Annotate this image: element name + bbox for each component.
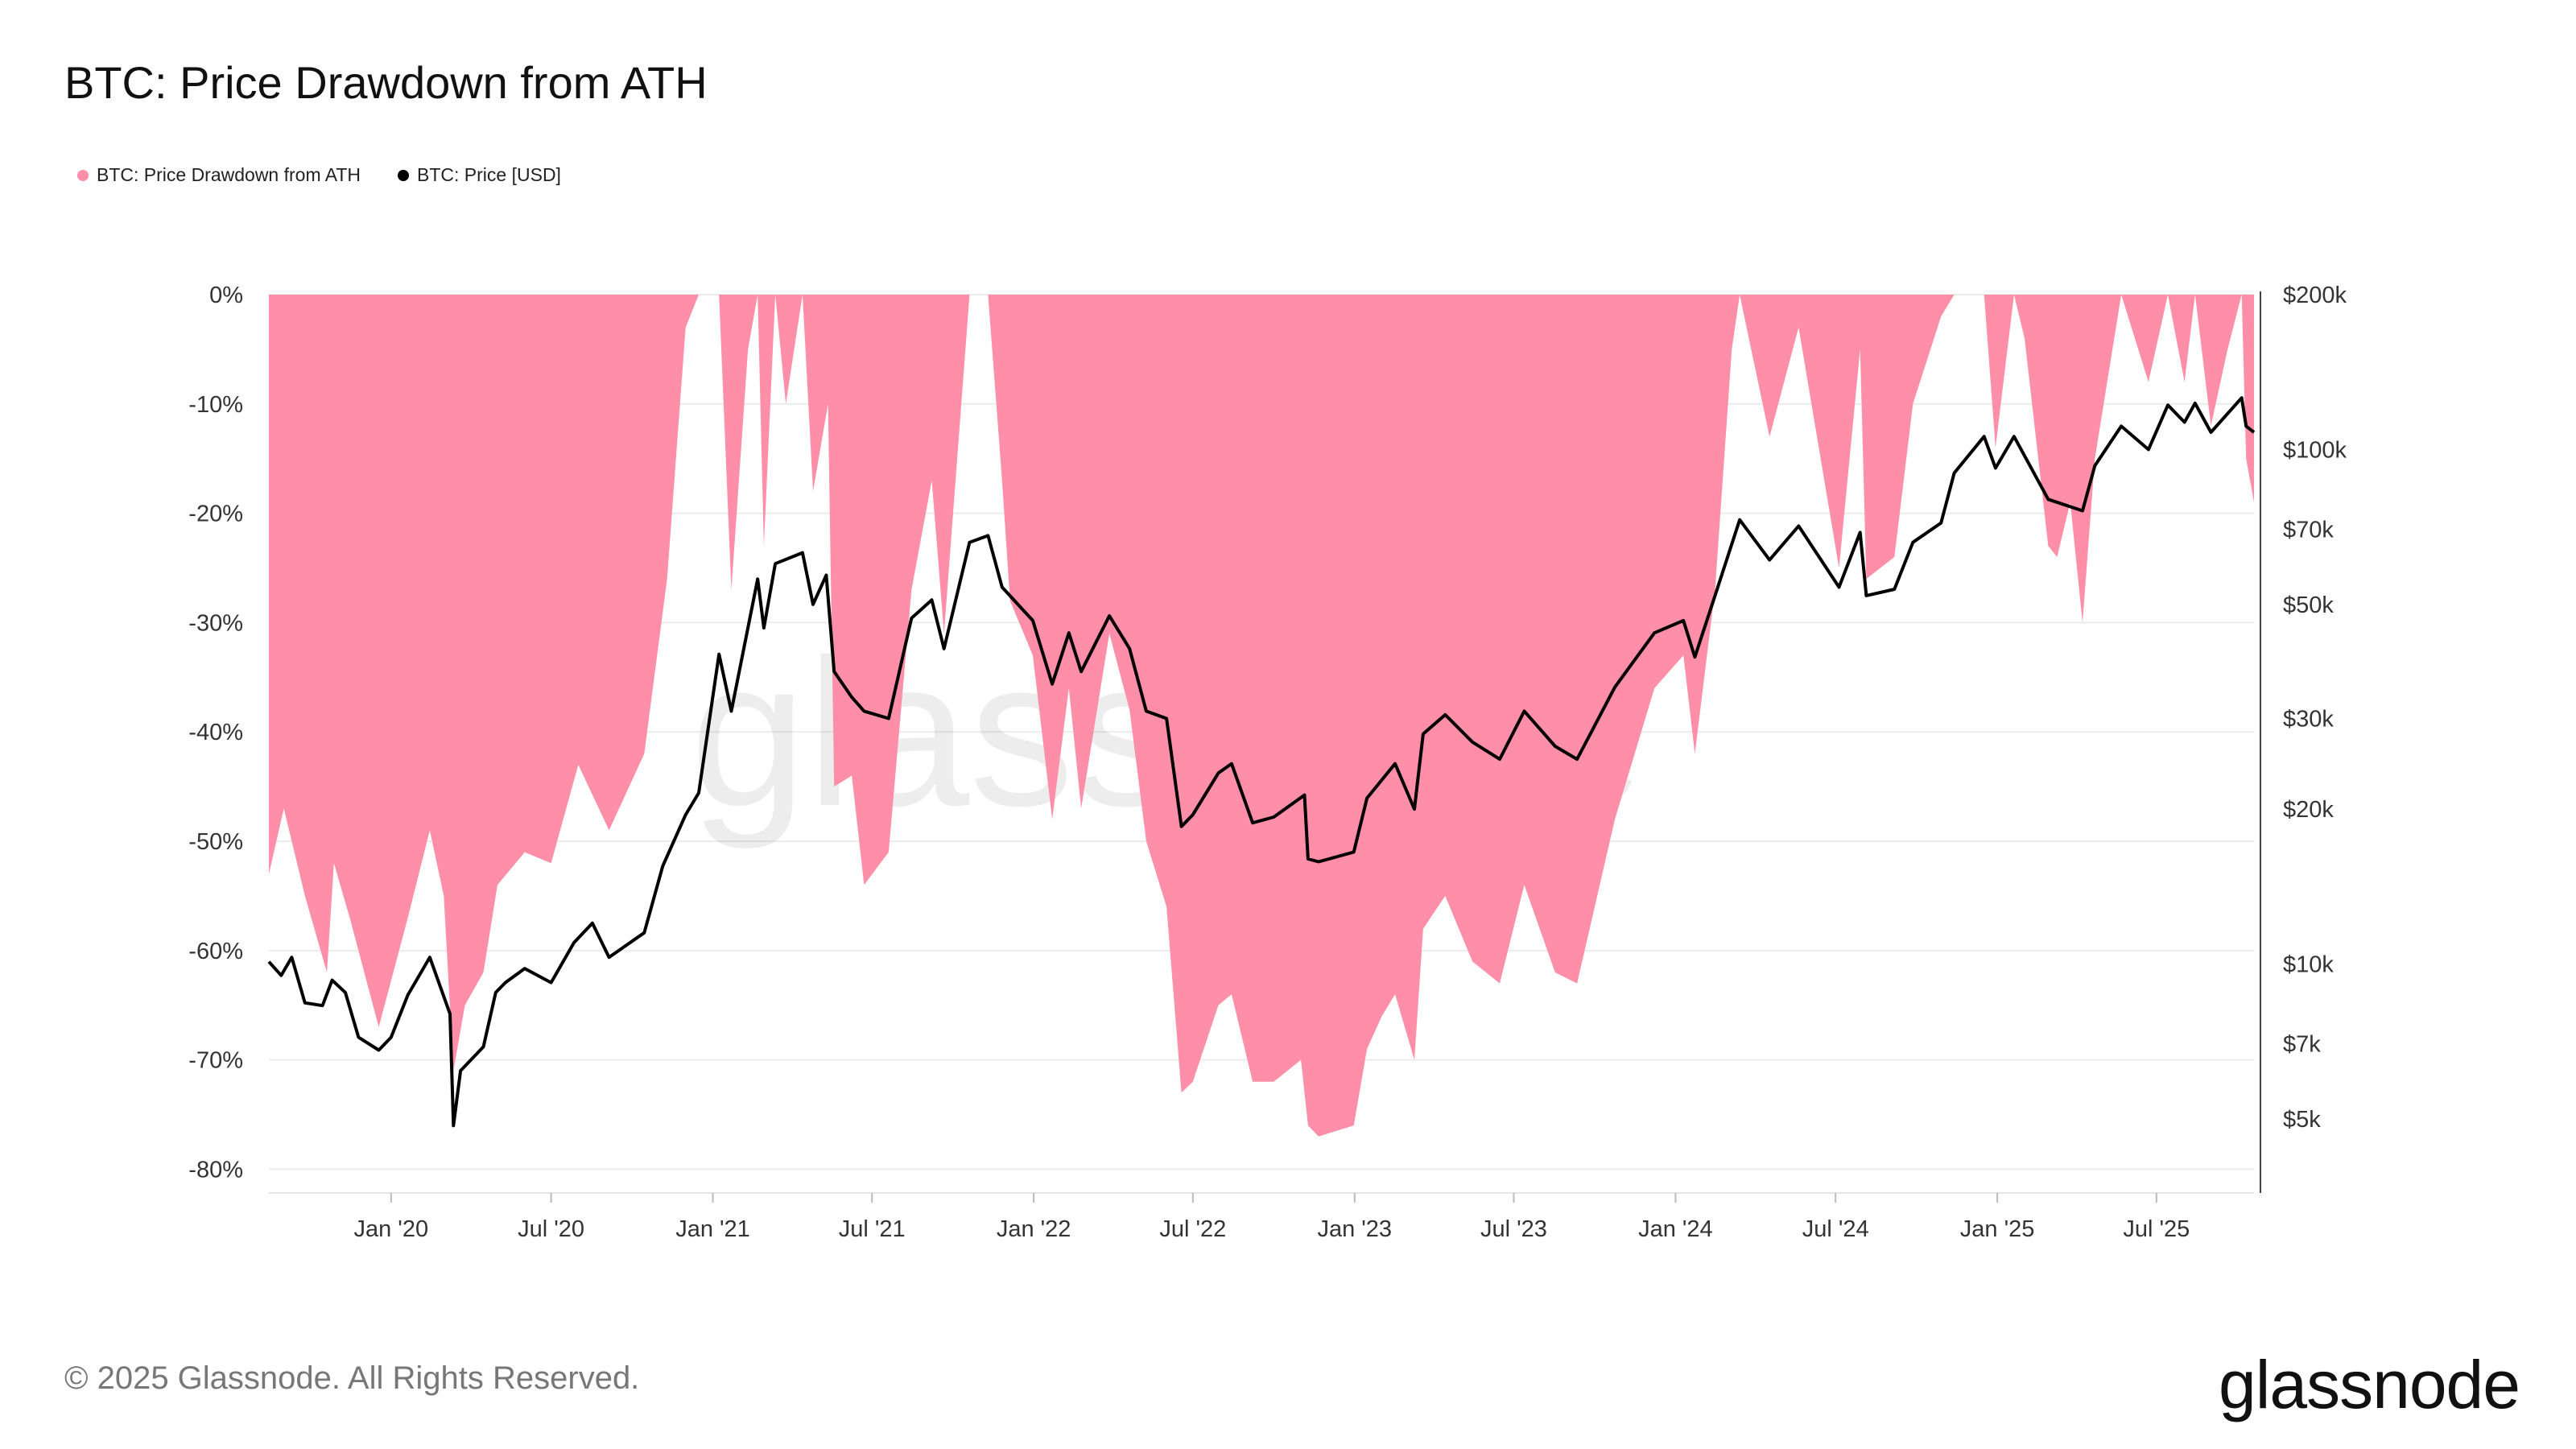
glassnode-logo[interactable]: glassnode — [2219, 1347, 2520, 1422]
left-tick-label: -70% — [188, 1048, 243, 1074]
x-axis: Jan '20 Jul '20 Jan '21 Jul '21 Jan '22 Jul '… — [269, 1192, 2254, 1242]
right-tick-label: $5k — [2283, 1107, 2321, 1133]
drawdown-area — [269, 295, 2254, 1137]
left-tick-label: 0% — [209, 283, 243, 308]
x-tick-label: Jan '20 — [353, 1216, 428, 1242]
x-tick-label: Jan '22 — [997, 1216, 1071, 1242]
footer-copyright: © 2025 Glassnode. All Rights Reserved. — [64, 1360, 640, 1396]
legend-swatch-drawdown — [77, 169, 89, 181]
x-tick-label: Jul '22 — [1159, 1216, 1226, 1242]
x-tick-label: Jul '21 — [839, 1216, 906, 1242]
x-tick-label: Jul '20 — [518, 1216, 584, 1242]
right-tick-label: $70k — [2283, 517, 2334, 543]
left-tick-label: -50% — [188, 829, 243, 855]
legend-item-drawdown[interactable]: BTC: Price Drawdown from ATH — [77, 164, 361, 186]
legend-label-drawdown: BTC: Price Drawdown from ATH — [97, 164, 361, 185]
legend-swatch-price — [398, 169, 410, 181]
chart-legend: BTC: Price Drawdown from ATH BTC: Price … — [77, 164, 561, 186]
right-tick-label: $30k — [2283, 707, 2334, 733]
x-tick-label: Jul '24 — [1802, 1216, 1869, 1242]
right-tick-label: $7k — [2283, 1031, 2321, 1057]
left-tick-label: -20% — [188, 502, 243, 527]
right-tick-label: $100k — [2283, 437, 2347, 463]
left-tick-label: -40% — [188, 720, 243, 745]
x-tick-label: Jan '24 — [1638, 1216, 1713, 1242]
right-tick-label: $10k — [2283, 952, 2334, 977]
left-axis: 0% -10% -20% -30% -40% -50% -60% -70% -80% — [188, 283, 243, 1183]
left-tick-label: -80% — [188, 1157, 243, 1183]
right-tick-label: $20k — [2283, 797, 2334, 823]
chart-title: BTC: Price Drawdown from ATH — [64, 57, 708, 108]
x-tick-label: Jan '21 — [675, 1216, 750, 1242]
right-axis: $200k $100k $70k $50k $30k $20k $10k $7k $5k — [2283, 283, 2347, 1133]
legend-item-price[interactable]: BTC: Price [USD] — [398, 164, 561, 186]
left-tick-label: -60% — [188, 939, 243, 964]
right-tick-label: $50k — [2283, 592, 2334, 618]
x-tick-label: Jan '25 — [1960, 1216, 2035, 1242]
left-tick-label: -30% — [188, 610, 243, 636]
legend-label-price: BTC: Price [USD] — [417, 164, 561, 185]
x-tick-label: Jul '23 — [1480, 1216, 1547, 1242]
x-tick-label: Jan '23 — [1317, 1216, 1392, 1242]
left-tick-label: -10% — [188, 392, 243, 418]
x-tick-label: Jul '25 — [2123, 1216, 2190, 1242]
price-line — [267, 396, 2256, 1128]
right-tick-label: $200k — [2283, 283, 2347, 308]
